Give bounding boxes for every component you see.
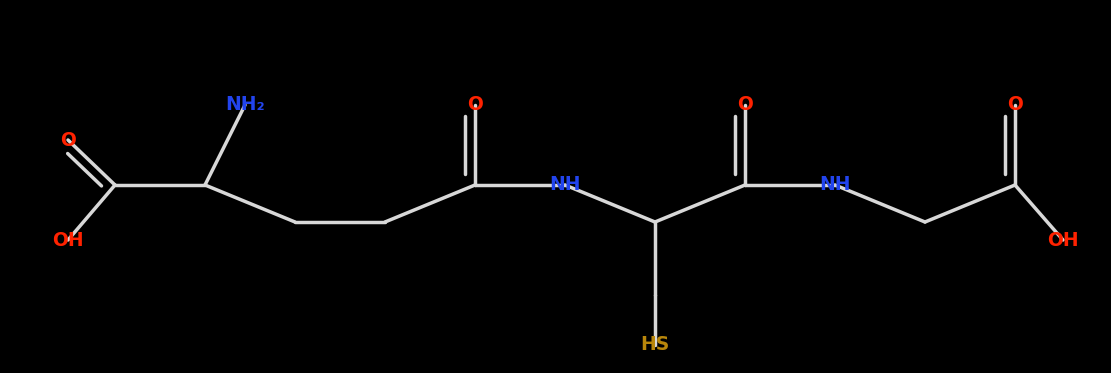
Text: NH: NH: [819, 176, 851, 194]
Text: O: O: [737, 95, 753, 115]
Text: OH: OH: [52, 231, 83, 250]
Text: O: O: [467, 95, 483, 115]
Text: HS: HS: [640, 335, 670, 354]
Text: O: O: [1007, 95, 1023, 115]
Text: OH: OH: [1048, 231, 1079, 250]
Text: O: O: [60, 131, 76, 150]
Text: NH: NH: [549, 176, 581, 194]
Text: NH₂: NH₂: [226, 95, 264, 115]
